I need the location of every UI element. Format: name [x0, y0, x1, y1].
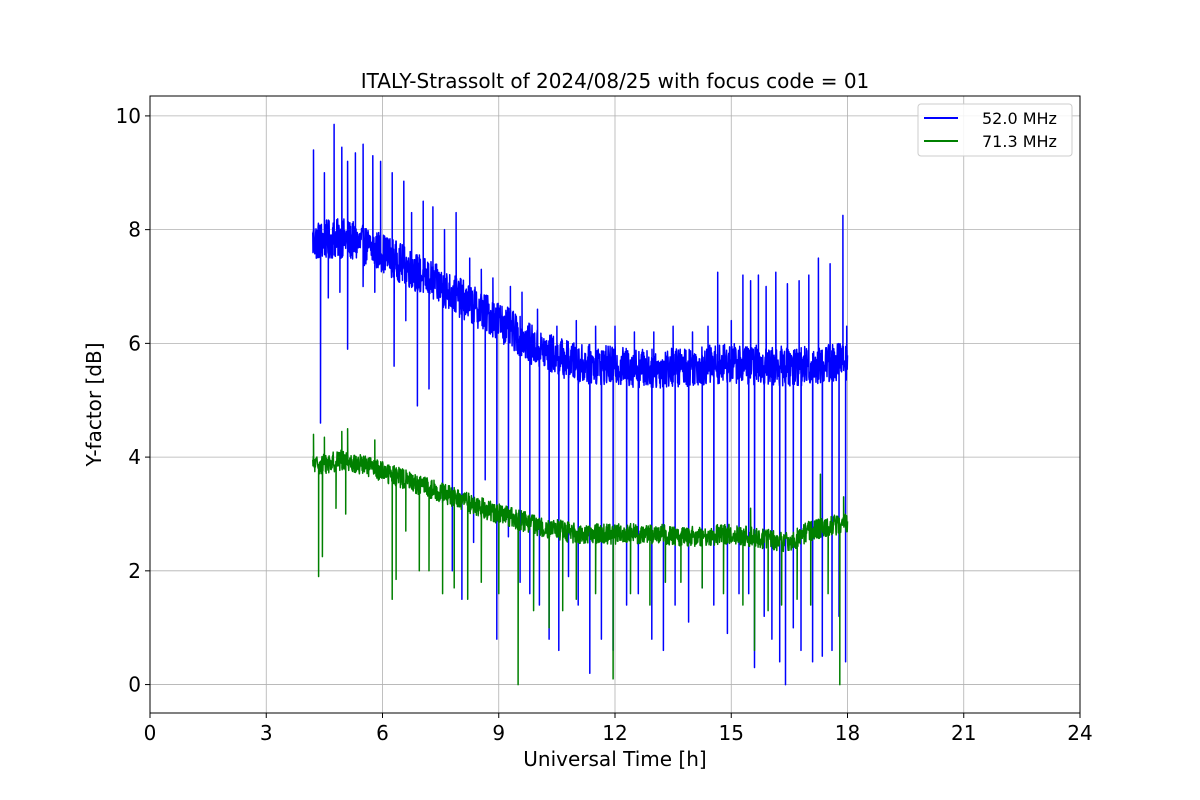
- y-tick-label: 4: [128, 445, 141, 469]
- series-line-blue: [312, 123, 849, 686]
- legend-label: 71.3 MHz: [982, 132, 1057, 151]
- x-axis-label: Universal Time [h]: [523, 747, 706, 771]
- x-tick-label: 18: [835, 721, 860, 745]
- y-tick-label: 10: [116, 104, 141, 128]
- chart-title: ITALY-Strassolt of 2024/08/25 with focus…: [361, 69, 870, 93]
- x-tick-label: 21: [951, 721, 976, 745]
- data-series-group: [312, 123, 849, 686]
- x-tick-label: 9: [492, 721, 505, 745]
- x-tick-label: 24: [1067, 721, 1092, 745]
- legend-label: 52.0 MHz: [982, 109, 1057, 128]
- x-tick-label: 12: [602, 721, 627, 745]
- y-tick-label: 6: [128, 331, 141, 355]
- x-tick-label: 6: [376, 721, 389, 745]
- x-tick-label: 15: [719, 721, 744, 745]
- y-tick-label: 8: [128, 218, 141, 242]
- x-tick-label: 3: [260, 721, 273, 745]
- legend: 52.0 MHz 71.3 MHz: [917, 103, 1073, 157]
- x-tick-label: 0: [144, 721, 157, 745]
- y-tick-label: 0: [128, 673, 141, 697]
- y-tick-label: 2: [128, 559, 141, 583]
- series-line-green: [312, 427, 849, 686]
- y-axis-label: Y-factor [dB]: [82, 342, 106, 467]
